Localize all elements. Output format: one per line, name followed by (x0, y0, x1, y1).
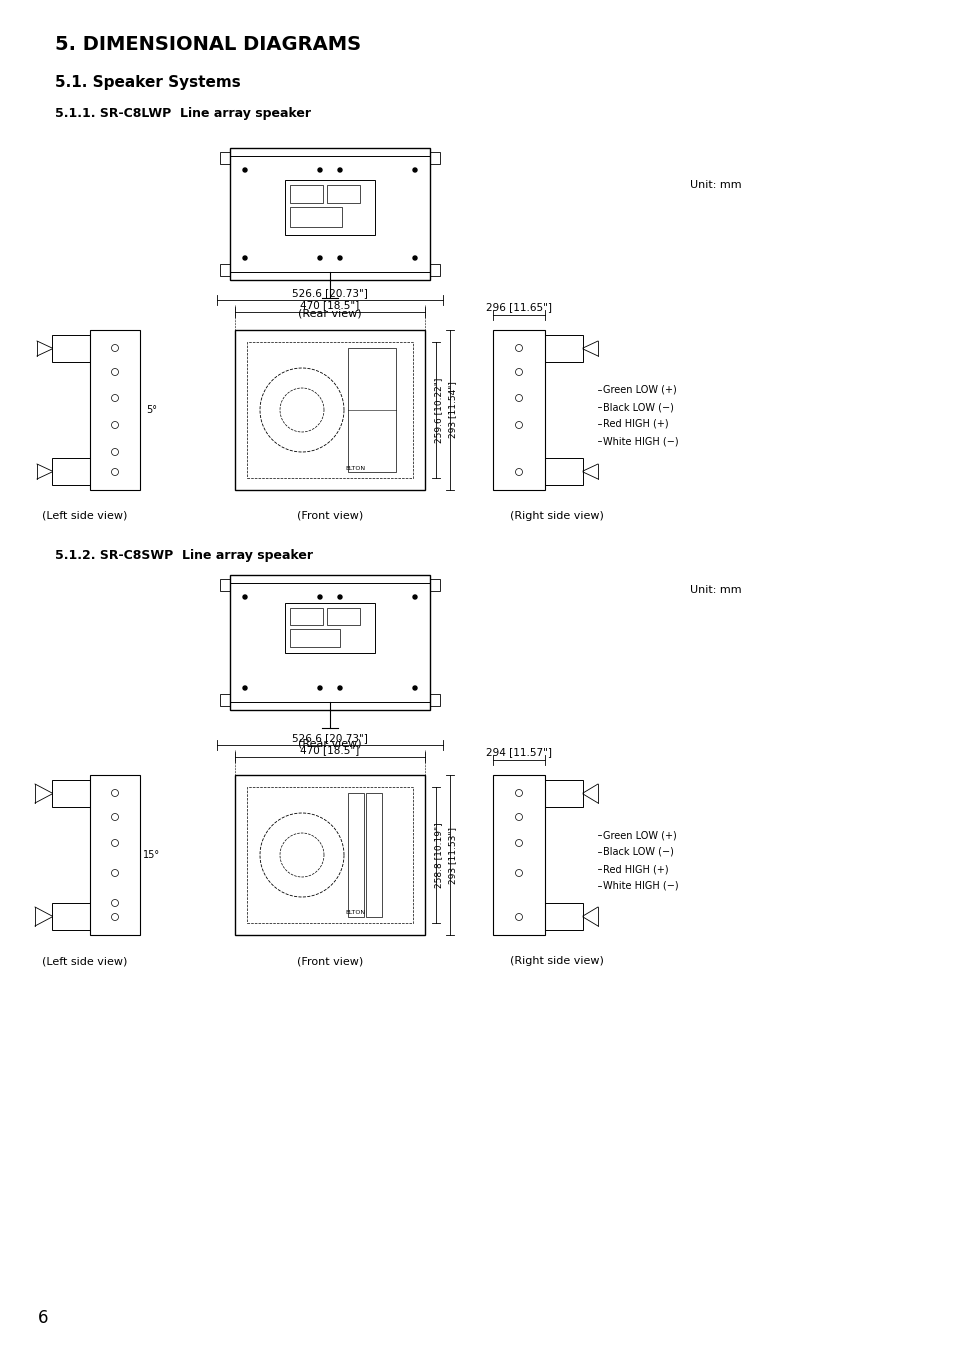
Text: (Left side view): (Left side view) (42, 957, 128, 966)
Bar (430, 580, 439, 590)
Bar (290, 185, 323, 203)
Bar (285, 180, 375, 235)
Bar (230, 576, 430, 711)
Bar (430, 694, 439, 707)
Bar (544, 458, 582, 485)
Text: Unit: mm: Unit: mm (689, 585, 740, 594)
Text: Green LOW (+): Green LOW (+) (602, 385, 676, 394)
Text: 5°: 5° (147, 405, 157, 415)
Circle shape (413, 686, 416, 690)
Text: 470 [18.5"]: 470 [18.5"] (300, 300, 359, 309)
Text: Green LOW (+): Green LOW (+) (602, 830, 676, 840)
Text: 526.6 [20.73"]: 526.6 [20.73"] (292, 288, 368, 299)
Text: 526.6 [20.73"]: 526.6 [20.73"] (292, 734, 368, 743)
Text: Unit: mm: Unit: mm (689, 180, 740, 190)
Text: 296 [11.65"]: 296 [11.65"] (485, 303, 552, 312)
Circle shape (337, 686, 341, 690)
Circle shape (317, 594, 322, 598)
Circle shape (337, 168, 341, 172)
Text: ELTON: ELTON (345, 466, 365, 470)
Text: 15°: 15° (143, 850, 160, 861)
Bar (52, 780, 90, 807)
Bar (230, 149, 430, 280)
Text: (Left side view): (Left side view) (42, 511, 128, 521)
Bar (52, 458, 90, 485)
Text: 294 [11.57"]: 294 [11.57"] (485, 747, 552, 757)
Circle shape (337, 255, 341, 259)
Circle shape (317, 255, 322, 259)
Text: 5.1. Speaker Systems: 5.1. Speaker Systems (55, 76, 240, 91)
Text: ELTON: ELTON (345, 911, 365, 916)
Bar (220, 153, 230, 163)
Circle shape (243, 594, 247, 598)
Text: (Right side view): (Right side view) (510, 511, 603, 521)
Text: (Rear view): (Rear view) (298, 308, 361, 317)
Text: 259.6 [10.22"]: 259.6 [10.22"] (434, 377, 443, 443)
Text: Red HIGH (+): Red HIGH (+) (602, 865, 668, 874)
Bar (220, 580, 230, 590)
Text: (Front view): (Front view) (296, 511, 363, 521)
Text: 258.8 [10.19"]: 258.8 [10.19"] (434, 823, 443, 888)
Bar (234, 775, 424, 935)
Bar (430, 153, 439, 163)
Bar (220, 694, 230, 707)
Bar (234, 330, 424, 490)
Bar (52, 335, 90, 362)
Bar (544, 780, 582, 807)
Bar (90, 330, 140, 490)
Text: (Rear view): (Rear view) (298, 738, 361, 748)
Bar (290, 207, 341, 227)
Text: 5.1.1. SR-C8LWP  Line array speaker: 5.1.1. SR-C8LWP Line array speaker (55, 107, 311, 119)
Bar (493, 775, 544, 935)
Circle shape (317, 686, 322, 690)
Bar (90, 775, 140, 935)
Bar (290, 608, 323, 626)
Circle shape (413, 255, 416, 259)
Text: 470 [18.5"]: 470 [18.5"] (300, 744, 359, 755)
Circle shape (317, 168, 322, 172)
Circle shape (413, 594, 416, 598)
Bar (285, 603, 375, 653)
Text: 5. DIMENSIONAL DIAGRAMS: 5. DIMENSIONAL DIAGRAMS (55, 35, 361, 54)
Text: Red HIGH (+): Red HIGH (+) (602, 419, 668, 430)
Circle shape (243, 168, 247, 172)
Circle shape (413, 168, 416, 172)
Bar (290, 630, 339, 647)
Text: 293 [11.54"]: 293 [11.54"] (448, 381, 457, 439)
Text: Black LOW (−): Black LOW (−) (602, 847, 673, 857)
Text: White HIGH (−): White HIGH (−) (602, 881, 678, 892)
Text: White HIGH (−): White HIGH (−) (602, 436, 678, 446)
Bar (366, 793, 381, 917)
Circle shape (243, 255, 247, 259)
Bar (430, 263, 439, 276)
Bar (544, 335, 582, 362)
Bar (348, 349, 395, 471)
Text: (Right side view): (Right side view) (510, 957, 603, 966)
Text: 5.1.2. SR-C8SWP  Line array speaker: 5.1.2. SR-C8SWP Line array speaker (55, 549, 313, 562)
Bar (327, 608, 359, 626)
Text: 6: 6 (38, 1309, 49, 1327)
Text: 293 [11.53"]: 293 [11.53"] (448, 827, 457, 884)
Text: (Front view): (Front view) (296, 957, 363, 966)
Bar (348, 793, 364, 917)
Bar (493, 330, 544, 490)
Bar (220, 263, 230, 276)
Bar (247, 342, 413, 478)
Circle shape (337, 594, 341, 598)
Circle shape (243, 686, 247, 690)
Bar (327, 185, 359, 203)
Bar (544, 902, 582, 929)
Bar (52, 902, 90, 929)
Text: Black LOW (−): Black LOW (−) (602, 403, 673, 412)
Bar (247, 788, 413, 923)
